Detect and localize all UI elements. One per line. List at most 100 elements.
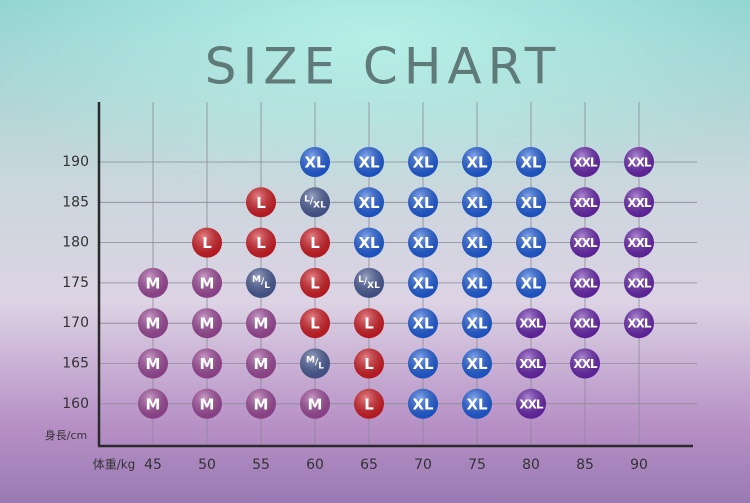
size-label: XL [412,355,434,373]
badge-shine [300,267,330,298]
size-label: XL [466,355,488,373]
x-tick-label: 45 [144,457,162,473]
size-label: XL [466,315,488,333]
badge-shine [246,388,276,419]
badge-shine [192,267,222,298]
size-label: XXL [519,357,544,371]
title: SIZE CHART [205,38,562,96]
size-label: XL [358,154,380,172]
x-axis-label: 体重/kg [93,458,136,472]
size-label: L [364,395,374,413]
y-tick-label: 185 [62,194,89,210]
size-label: M [146,274,161,292]
badge-shine [516,147,546,177]
badge-shine [570,227,600,258]
badge-shine [138,308,168,339]
badge-shine [570,187,600,218]
badge-shine [624,308,654,339]
badge-shine [462,267,492,298]
badge-shine [354,147,384,177]
size-label: M [200,274,215,292]
size-label: M [254,315,269,333]
size-label: L [310,234,320,252]
badge-shine [354,267,384,298]
badge-shine [408,227,438,258]
size-label: XXL [573,196,598,210]
badge-shine [516,227,546,258]
badge-shine [300,147,330,177]
x-tick-label: 55 [252,457,270,473]
size-label: XL [520,194,542,212]
badge-shine [192,227,222,258]
badge-shine [624,187,654,218]
x-tick-label: 75 [468,457,486,473]
badge-shine [138,388,168,419]
badge-shine [462,187,492,218]
size-label: XXL [519,317,544,331]
badge-shine [192,348,222,379]
badge-shine [408,147,438,177]
size-label: L [364,355,374,373]
badge-shine [462,388,492,419]
size-label: L/XL [304,194,326,210]
y-tick-label: 180 [62,235,89,251]
size-label: XL [412,395,434,413]
x-tick-label: 50 [198,457,216,473]
size-label: L [256,234,266,252]
size-label: XL [466,274,488,292]
y-tick-label: 165 [62,356,89,372]
size-label: XL [466,194,488,212]
size-label: L [256,194,266,212]
badge-shine [624,147,654,177]
y-tick-label: 175 [62,275,89,291]
size-label: XXL [627,317,652,331]
size-label: XXL [573,317,598,331]
badge-shine [408,348,438,379]
x-tick-label: 65 [360,457,378,473]
size-label: M [146,315,161,333]
badge-shine [354,308,384,339]
size-label: M [146,395,161,413]
size-label: XL [466,154,488,172]
badge-shine [408,267,438,298]
badges: XL XL XL XL XL XXL XXL L L/XL XL XL XL XL XXL XXL L L L XL… [138,147,654,419]
y-tick-label: 190 [62,154,89,170]
badge-shine [300,348,330,379]
size-label: XL [466,234,488,252]
size-label: L [310,274,320,292]
badge-shine [570,348,600,379]
badge-shine [408,388,438,419]
badge-shine [300,388,330,419]
size-label: M [146,355,161,373]
size-label: L/XL [358,274,380,290]
size-label: M/L [306,355,324,371]
x-tick-label: 70 [414,457,432,473]
badge-shine [354,227,384,258]
y-axis-label: 身長/cm [45,428,87,442]
size-label: XL [412,315,434,333]
size-label: XXL [627,196,652,210]
badge-shine [354,388,384,419]
size-label: M [308,395,323,413]
badge-shine [516,267,546,298]
badge-shine [408,308,438,339]
size-label: XXL [519,397,544,411]
size-label: XL [358,234,380,252]
badge-shine [138,348,168,379]
x-tick-label: 85 [576,457,594,473]
size-label: XXL [573,236,598,250]
size-label: XL [412,194,434,212]
size-label: XL [412,274,434,292]
badge-shine [462,348,492,379]
badge-shine [516,348,546,379]
badge-shine [354,348,384,379]
badge-shine [516,308,546,339]
badge-shine [300,227,330,258]
size-label: L [364,315,374,333]
size-label: XL [520,274,542,292]
badge-shine [246,227,276,258]
size-label: XXL [627,276,652,290]
badge-shine [246,308,276,339]
y-tick-label: 160 [62,396,89,412]
